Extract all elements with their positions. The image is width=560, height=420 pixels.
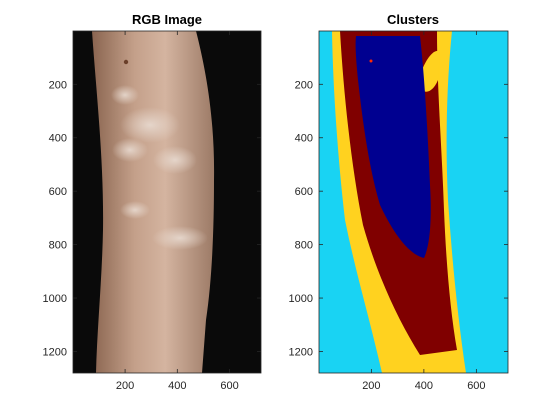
clusters-axes-box [318, 30, 509, 374]
rgb-xtick-label: 400 [168, 380, 186, 392]
clusters-ticks: 200 400 600 200 400 600 800 1000 1200 [289, 31, 508, 392]
clusters-xtick-label: 600 [467, 380, 485, 392]
clusters-ytick-label: 400 [295, 133, 313, 145]
rgb-image-axes-box [72, 30, 262, 374]
clusters-panel: Clusters 200 400 600 200 400 600 800 1000 1200 [289, 12, 509, 392]
rgb-xtick-label: 200 [116, 380, 134, 392]
rgb-xtick-label: 600 [220, 380, 238, 392]
rgb-image [73, 31, 261, 373]
rgb-image-panel: RGB Image 200 400 600 200 400 600 800 1000 1200 [43, 12, 262, 392]
cluster-patch [355, 36, 431, 258]
rgb-ytick-label: 1200 [43, 346, 67, 358]
rgb-ytick-label: 400 [49, 133, 67, 145]
clusters-ytick-label: 600 [295, 186, 313, 198]
rgb-image-ticks: 200 400 600 200 400 600 800 1000 1200 [43, 31, 261, 392]
rgb-image-title: RGB Image [132, 12, 202, 27]
clusters-ytick-label: 200 [295, 79, 313, 91]
clusters-image [319, 31, 508, 373]
cluster-spot [369, 59, 373, 63]
rgb-ytick-label: 600 [49, 186, 67, 198]
clusters-ytick-label: 1200 [289, 346, 313, 358]
clusters-title: Clusters [387, 12, 439, 27]
clusters-ytick-label: 1000 [289, 293, 313, 305]
clusters-ytick-label: 800 [295, 240, 313, 252]
clusters-xtick-label: 400 [415, 380, 433, 392]
rgb-ytick-label: 1000 [43, 293, 67, 305]
clusters-xtick-label: 200 [362, 380, 380, 392]
cluster-notch [420, 50, 440, 92]
rgb-ytick-label: 200 [49, 79, 67, 91]
rgb-ytick-label: 800 [49, 240, 67, 252]
